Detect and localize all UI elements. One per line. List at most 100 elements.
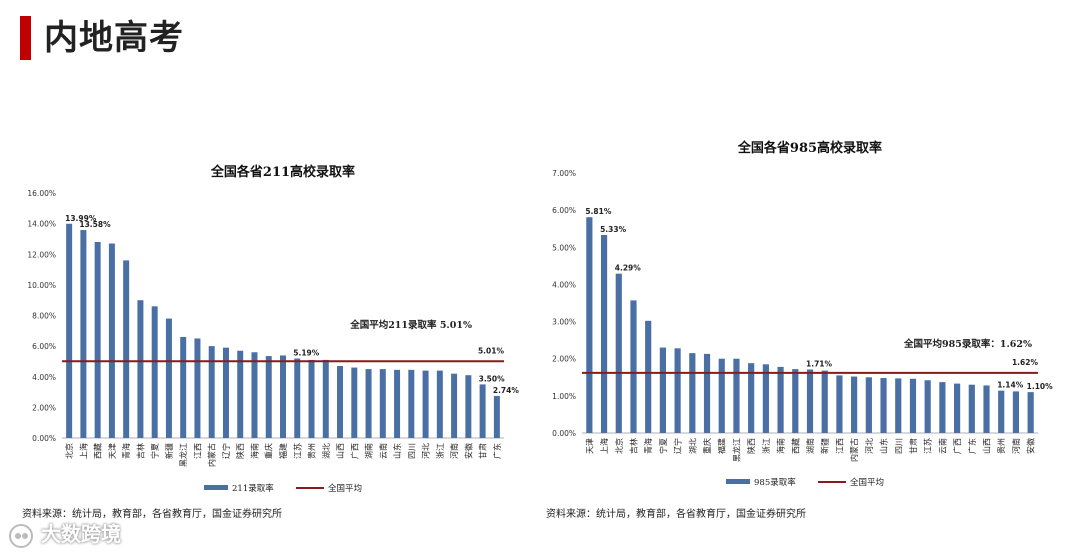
x-tick-label: 江苏 [292,443,302,459]
data-label: 5.19% [293,349,320,358]
bar-黑龙江 [733,358,740,433]
chart-211-svg: 全国各省211高校录取率 0.00% 2.00% 4.00% 6.00% 8.00% 10.… [27,164,519,494]
x-tick-label: 重庆 [702,438,712,454]
x-tick-label: 新疆 [164,443,174,459]
bar-贵州 [998,390,1005,433]
chart-985-svg: 全国各省985高校录取率 0.00% 1.00% 2.00% 3.00% 4.00% 5.0… [552,140,1054,488]
legend-bar-label: 211录取率 [232,483,274,494]
x-tick-label: 云南 [937,438,947,454]
x-tick-label: 贵州 [996,438,1006,454]
bar-四川 [408,369,415,438]
watermark-logo-icon [9,523,33,548]
bar-福建 [718,358,725,433]
x-tick-label: 黑龙江 [731,438,741,462]
chart-211-admission-rate: 全国各省211高校录取率 0.00% 2.00% 4.00% 6.00% 8.00% 10.… [22,150,522,510]
bar-广西 [954,383,961,433]
data-label: 13.99% [65,214,97,223]
x-tick-label: 安徽 [463,443,473,459]
bar-海南 [777,366,784,433]
x-tick-label: 青海 [121,443,131,459]
bar-福建 [280,355,286,438]
bar-安徽 [465,375,472,438]
chart-985-admission-rate: 全国各省985高校录取率 0.00% 1.00% 2.00% 3.00% 4.00% 5.0… [540,130,1060,510]
x-tick-label: 海南 [249,443,259,459]
bar-江苏 [294,358,301,438]
x-tick-label: 山东 [392,443,402,459]
bar-吉林 [137,300,144,438]
x-tick-label: 黑龙江 [178,443,188,467]
x-tick-label: 河北 [421,443,431,459]
legend-line-label: 全国平均 [328,483,362,494]
bar-重庆 [703,353,711,433]
bar-江苏 [924,380,931,433]
bar-内蒙古 [851,376,858,433]
x-tick-label: 青海 [643,438,653,454]
data-label: 5.33% [600,225,627,234]
x-tick-label: 广东 [967,438,977,454]
x-tick-label: 云南 [378,443,388,459]
bar-江西 [194,338,201,438]
bar-青海 [123,260,130,438]
source-note-left: 资料来源：统计局，教育部，各省教育厅，国金证券研究所 [22,509,282,520]
x-tick-label: 山西 [982,438,992,454]
x-tick-label: 湖北 [322,443,331,459]
y-tick-label: 14.00% [27,220,56,229]
y-tick-label: 4.00% [32,373,56,382]
bar-四川 [895,378,902,433]
x-tick-label: 广西 [952,438,962,454]
bar-新疆 [165,318,172,438]
y-tick-label: 3.00% [552,318,576,327]
bar-山西 [983,385,990,433]
x-tick-label: 甘肃 [908,438,918,454]
bar-北京 [66,223,73,438]
x-tick-label: 湖南 [805,438,815,454]
bar-新疆 [821,370,828,433]
x-tick-label: 重庆 [264,443,274,459]
x-tick-label: 海南 [776,438,786,454]
x-tick-label: 内蒙古 [207,443,217,467]
bar-上海 [80,230,87,438]
x-tick-label: 北京 [614,438,624,454]
bar-湖南 [806,369,814,433]
x-tick-label: 天津 [107,443,117,459]
bar-云南 [939,382,946,433]
x-tick-label: 陕西 [235,443,245,459]
x-tick-label: 新疆 [820,438,830,454]
x-tick-label: 江西 [193,443,202,459]
bar-天津 [586,217,593,433]
slide-title: 内地高考 [44,18,184,58]
x-tick-label: 西藏 [790,438,800,454]
data-label: 1.10% [1027,382,1054,391]
bar-山东 [394,369,401,438]
bar-黑龙江 [180,336,187,438]
title-accent-bar [20,16,31,60]
y-tick-label: 16.00% [27,189,56,198]
x-tick-label: 山东 [879,438,889,454]
x-tick-label: 福建 [278,443,288,459]
bar-山东 [880,378,887,433]
bar-海南 [251,352,258,438]
bar-上海 [600,235,608,433]
slide-header: 内地高考 [0,0,1080,70]
x-tick-label: 广西 [349,443,359,459]
bar-河北 [865,377,872,433]
bar-天津 [108,243,115,438]
bar-西藏 [94,242,101,438]
x-tick-label: 吉林 [135,443,145,459]
watermark: 大数跨境 [8,518,121,549]
x-tick-label: 天津 [584,438,594,454]
y-tick-label: 8.00% [32,312,56,321]
x-tick-label: 广东 [492,443,502,459]
bar-吉林 [630,300,637,433]
bar-河南 [1012,391,1020,433]
bar-贵州 [308,359,315,438]
bar-甘肃 [479,384,486,438]
bar-内蒙古 [208,346,215,438]
y-tick-label: 12.00% [27,250,56,259]
legend-line-label: 全国平均 [850,477,884,488]
data-label: 3.50% [479,374,506,383]
legend-bar-swatch [204,485,228,490]
bar-湖北 [689,353,696,433]
data-label: 1.71% [806,359,833,368]
x-tick-label: 宁夏 [150,443,160,459]
